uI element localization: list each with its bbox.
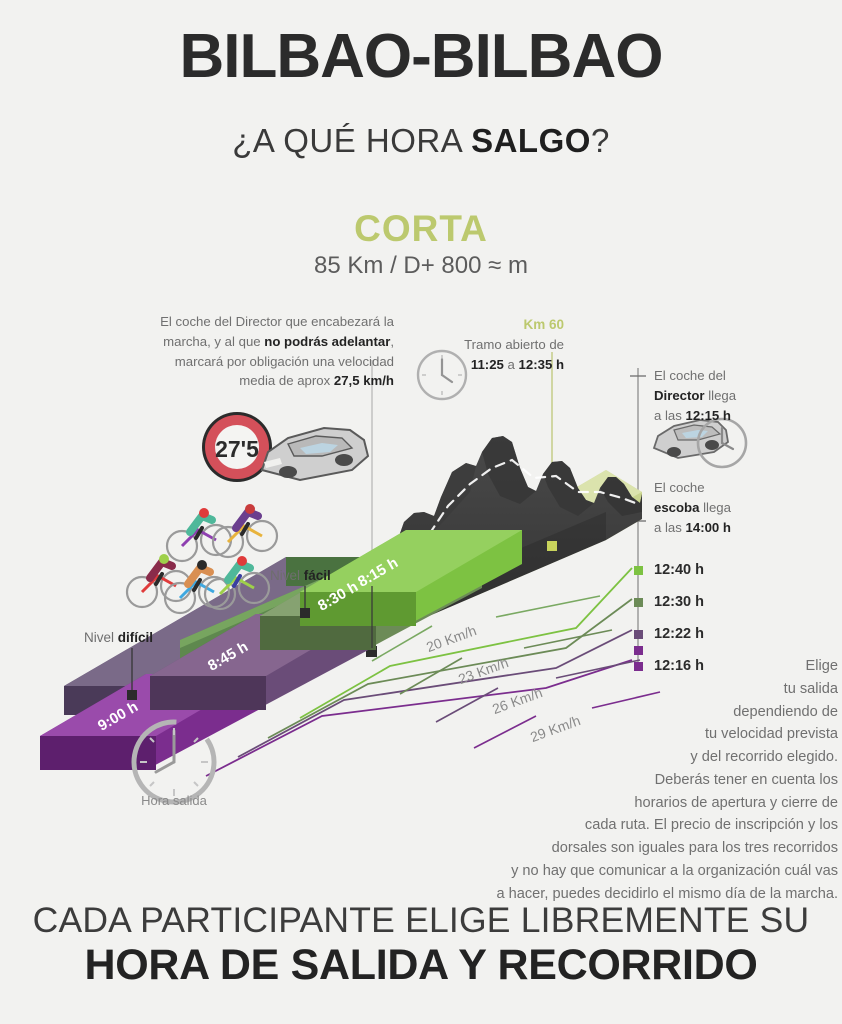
route-name: CORTA <box>354 208 488 249</box>
arrival-time-value: 12:30 h <box>654 594 704 610</box>
subtitle-emphasis: SALGO <box>471 122 591 159</box>
arrival-dot <box>634 661 643 671</box>
note-broom-car: El coche escoba llega a las 14:00 h <box>654 478 774 537</box>
note-director-line4-pre: media de aprox <box>239 373 334 389</box>
km60-marker <box>547 541 557 551</box>
note-director-car: El coche del Director que encabezará la … <box>82 312 394 391</box>
paragraph-line: tu salida <box>783 680 838 697</box>
km60-label: Km 60 <box>523 317 564 332</box>
speed-limit-sign: 27'5 <box>202 412 272 482</box>
cyclists-group <box>125 504 279 615</box>
note-km60: Km 60 Tramo abierto de 11:25 a 12:35 h <box>404 315 564 375</box>
arrival-dot <box>634 629 643 639</box>
cyclist <box>211 504 279 559</box>
broom-strong: escoba <box>654 499 700 515</box>
arrival-times-list: 12:40 h 12:30 h 12:22 h 12:16 h <box>634 556 704 684</box>
paragraph-line: y del recorrido elegido. <box>690 749 838 766</box>
director-car-left-icon <box>260 426 370 482</box>
arrival-line3-pre: a las <box>654 407 686 423</box>
broom-line2-post: llega <box>699 499 731 515</box>
note-director-emphasis: no podrás adelantar <box>264 333 391 349</box>
paragraph-line: a hacer, puedes decidirlo el mismo día d… <box>496 885 838 902</box>
note-director-speed: 27,5 km/h <box>333 373 394 389</box>
arrival-dot <box>634 565 643 575</box>
arrival-row: 12:30 h <box>634 588 704 616</box>
paragraph-line: Elige <box>805 658 838 674</box>
note-director-arrival: El coche del Director llega a las 12:15 … <box>654 366 774 425</box>
elevation-profile-mountain <box>345 436 642 652</box>
arrival-time: 12:15 h <box>685 407 731 423</box>
nivel-dificil-pre: Nivel <box>84 630 118 645</box>
bar-label-0845: 8:45 h <box>205 638 252 675</box>
route-stats: 85 Km / D+ 800 ≈ m <box>314 252 528 279</box>
nivel-facil-strong: fácil <box>303 568 331 583</box>
bar-0900 <box>40 674 262 770</box>
note-director-line2-pre: marcha, y al que <box>163 333 265 349</box>
footer-line-2: HORA DE SALIDA Y RECORRIDO <box>84 941 758 989</box>
arrival-row: 12:22 h <box>634 620 704 648</box>
page-title: BILBAO-BILBAO <box>179 22 664 91</box>
arrival-line1: El coche del <box>654 368 726 383</box>
arrival-row: 12:40 h <box>634 556 704 584</box>
paragraph-line: dependiendo de <box>733 703 838 720</box>
leader-nivel-dificil <box>127 648 137 700</box>
arrival-time-value: 12:16 h <box>654 658 704 674</box>
arrival-line2-post: llega <box>704 387 737 403</box>
paragraph-line: cada ruta. El precio de inscripción y lo… <box>584 817 838 834</box>
km60-open-to: 12:35 h <box>518 357 564 373</box>
note-director-line3: marcará por obligación una velocidad <box>174 353 394 369</box>
start-marker <box>366 646 377 657</box>
broom-line3-pre: a las <box>654 519 686 535</box>
cyclist <box>125 554 193 609</box>
label-nivel-dificil: Nivel difícil <box>84 628 153 648</box>
broom-time: 14:00 h <box>685 519 731 535</box>
arrival-dot <box>634 597 643 607</box>
label-nivel-facil: Nivel fácil <box>270 566 331 586</box>
arrival-strong: Director <box>654 387 705 403</box>
svg-text:27'5: 27'5 <box>215 436 259 462</box>
nivel-facil-pre: Nivel <box>270 568 304 583</box>
paragraph-line: y no hay que comunicar a la organización… <box>511 862 838 879</box>
paragraph-line: dorsales son iguales para los tres recor… <box>551 840 838 857</box>
subtitle-pre: ¿A QUÉ HORA <box>232 122 472 159</box>
arrival-time-value: 12:22 h <box>654 626 704 642</box>
bar-0845 <box>150 614 372 710</box>
note-director-line2-post: , <box>390 333 394 349</box>
broom-line1: El coche <box>654 480 705 495</box>
director-clock-icon <box>696 417 748 469</box>
leader-nivel-facil <box>300 586 310 618</box>
director-car-right-icon <box>652 419 729 459</box>
nivel-dificil-strong: difícil <box>117 630 154 645</box>
body-paragraph: Elige tu salida dependiendo de tu veloci… <box>398 655 838 905</box>
page-subtitle: ¿A QUÉ HORA SALGO? <box>0 122 842 160</box>
cyclist <box>163 560 231 615</box>
km60-mid: a <box>503 357 519 373</box>
cyclist <box>203 556 271 611</box>
bar-label-0815: 8:15 h <box>355 554 402 591</box>
arrival-time-value: 12:40 h <box>654 562 704 578</box>
cyclist <box>165 508 233 563</box>
km60-line1: Tramo abierto de <box>464 337 564 353</box>
footer-line-1: CADA PARTICIPANTE ELIGE LIBREMENTE SU <box>32 900 810 940</box>
km60-open-from: 11:25 <box>470 357 504 373</box>
arrival-row: 12:16 h <box>634 652 704 680</box>
speed-label-20: 20 Km/h <box>424 622 479 656</box>
bar-0815 <box>300 530 522 626</box>
subtitle-post: ? <box>590 122 610 159</box>
paragraph-line: horarios de apertura y cierre de <box>634 794 838 811</box>
paragraph-line: Deberás tener en cuenta los <box>654 771 838 788</box>
paragraph-line: tu velocidad prevista <box>704 726 838 743</box>
bar-label-0900: 9:00 h <box>95 698 142 735</box>
note-director-line1: El coche del Director que encabezará la <box>160 314 394 329</box>
hora-salida-caption: Hora salida <box>141 793 207 808</box>
